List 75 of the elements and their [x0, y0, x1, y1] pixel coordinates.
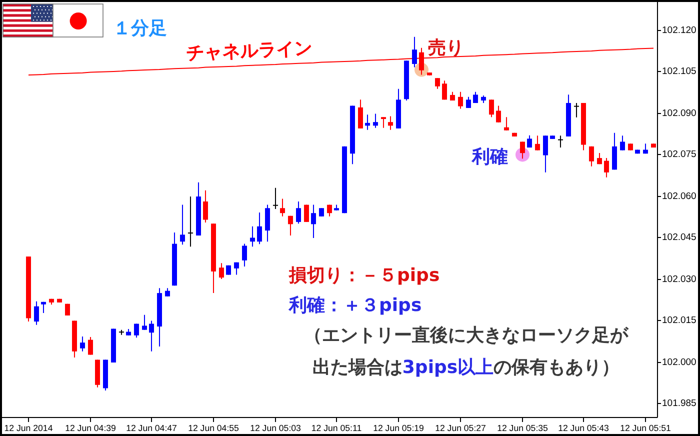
candlestick [620, 135, 625, 151]
candlestick [574, 102, 579, 118]
candlestick [311, 204, 316, 238]
y-tick-label: 101.985 [662, 398, 696, 409]
candlestick [280, 198, 285, 217]
x-tick-label: 12 Jun 05:51 [620, 423, 672, 433]
annotation: 3pips以上 [402, 357, 494, 378]
candlestick [219, 262, 224, 280]
y-tick-label: 102.075 [662, 149, 696, 160]
candlestick [203, 190, 208, 224]
y-tick-label: 102.105 [662, 66, 696, 77]
x-tick-label: 12 Jun 05:03 [250, 423, 302, 433]
candlestick [234, 262, 239, 276]
candlestick [496, 105, 501, 123]
y-tick-label: 102.000 [662, 357, 696, 368]
candlestick [388, 116, 393, 130]
candlestick [288, 215, 293, 236]
candlestick [250, 226, 255, 248]
x-tick-label: 12 Jun 04:55 [188, 423, 240, 433]
x-tick-label: 12 Jun 05:35 [497, 423, 548, 433]
candlestick [180, 204, 185, 246]
candlestick [412, 36, 417, 68]
series-label: チャネルライン [186, 38, 313, 64]
x-tick-label: 12 Jun 04:47 [126, 423, 178, 433]
candlestick [458, 91, 463, 110]
text: １分足 [113, 18, 167, 39]
annotation: 損切り：－５pips [288, 265, 440, 286]
x-tick-label: 12 Jun 05:27 [435, 423, 486, 433]
x-tick-label: 12 Jun 05:11 [311, 423, 362, 433]
y-tick-label: 102.015 [662, 315, 696, 326]
candlestick [134, 323, 139, 338]
candlestick [466, 96, 471, 108]
y-tick-label: 102.030 [662, 274, 696, 285]
candlestick [265, 204, 270, 242]
candlestick [365, 114, 370, 130]
candlestick [142, 314, 147, 330]
annotation: 利確：＋３pips [288, 295, 422, 316]
candlestick [612, 132, 617, 170]
candlestick [296, 200, 301, 224]
candlestick [473, 91, 478, 104]
y-tick-label: 102.120 [662, 25, 696, 36]
y-tick-label: 102.060 [662, 191, 696, 202]
annotation: （エントリー直後に大きなローソク足が [304, 325, 629, 346]
candlestick [604, 158, 609, 178]
candlestick [273, 187, 278, 210]
annotation: 出た場合は [312, 357, 402, 378]
candlestick [149, 320, 154, 352]
candlestick [527, 134, 532, 148]
candlestick [435, 78, 440, 90]
candlestick [589, 146, 594, 167]
candlestick [558, 135, 563, 148]
x-tick-label: 12 Jun 05:19 [373, 423, 424, 433]
candlestick [34, 300, 39, 326]
candlestick [242, 243, 247, 267]
candlestick [257, 212, 262, 245]
candlestick [543, 135, 548, 173]
candlestick [88, 336, 93, 356]
candlestick [358, 99, 363, 129]
x-tick-label: 12 Jun 05:43 [558, 423, 610, 433]
candlestick [188, 196, 193, 248]
annotation: の保有もあり） [494, 357, 620, 378]
candlestick [373, 113, 378, 128]
x-tick-label: 12 Jun 04:39 [65, 423, 116, 433]
annotation: 売り [428, 38, 464, 58]
candlestick [535, 135, 540, 151]
candlestick [489, 99, 494, 118]
candlestick [442, 80, 447, 100]
candlestick [381, 116, 386, 128]
y-tick-label: 102.090 [662, 108, 696, 119]
annotation: 利確 [471, 146, 508, 168]
candlestick [504, 116, 509, 131]
candlestick [520, 141, 525, 160]
x-tick-label: 12 Jun 2014 [4, 423, 53, 433]
y-tick-label: 102.045 [662, 232, 696, 243]
candlestick [80, 336, 85, 352]
